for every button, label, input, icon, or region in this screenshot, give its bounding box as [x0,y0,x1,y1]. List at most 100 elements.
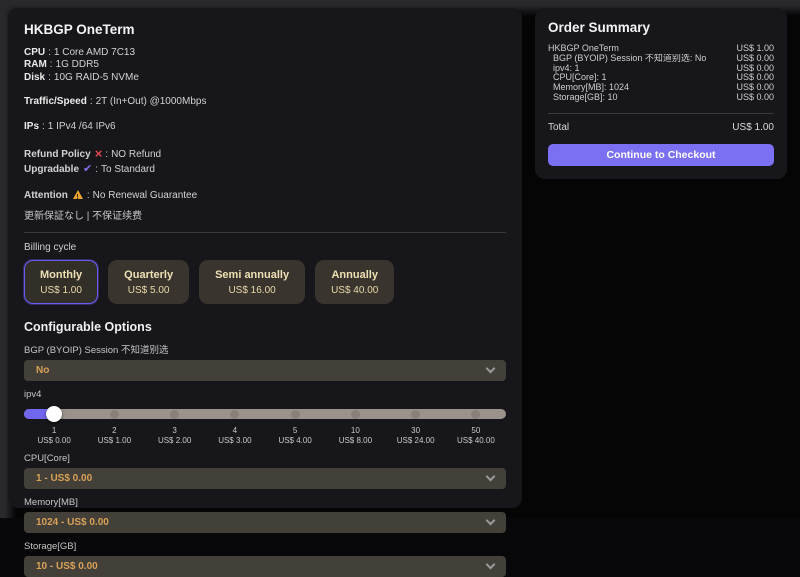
total-price: US$ 1.00 [732,121,774,133]
summary-item-label: ipv4: 1 [553,63,580,73]
slider-stop-price: US$ 4.00 [278,436,312,446]
cpu-core-select[interactable]: 1 - US$ 0.00 [24,468,506,490]
billing-option-price: US$ 16.00 [228,285,276,297]
slider-stop-qty: 2 [112,426,117,436]
billing-option-name: Quarterly [124,269,174,282]
ipv4-slider-labels: 1 US$ 0.00 2 US$ 1.00 3 US$ 2.00 4 US$ 3… [24,426,506,445]
billing-option[interactable]: Quarterly US$ 5.00 [108,260,190,305]
slider-stop-price: US$ 24.00 [396,436,435,446]
storage-select[interactable]: 10 - US$ 0.00 [24,556,506,577]
slider-stop-qty: 4 [232,426,238,436]
spec-lines: CPU:1 Core AMD 7C13 RAM:1G DDR5 Disk:10G… [24,47,506,133]
continue-to-checkout-button[interactable]: Continue to Checkout [548,143,774,166]
upgradable-label: Upgradable [24,164,80,176]
memory-label: Memory[MB] [24,497,78,509]
slider-stop-qty: 5 [292,426,298,436]
cpu-core-value: 1 - US$ 0.00 [36,473,93,485]
billing-option-name: Monthly [40,269,83,282]
slider-stop-qty: 1 [51,426,57,436]
slider-stop-label: 50 US$ 40.00 [446,426,506,445]
billing-option-price: US$ 5.00 [127,285,170,297]
bgp-session-value: No [36,365,50,377]
summary-item-label: HKBGP OneTerm [548,44,619,53]
billing-option-name: Semi annually [215,269,290,282]
summary-item-label: Memory[MB]: 1024 [553,83,630,93]
summary-item-label: BGP (BYOIP) Session 不知道别选: No [553,53,707,63]
storage-label: Storage[GB] [24,541,77,553]
bgp-session-label: BGP (BYOIP) Session 不知道别选 [24,345,169,357]
spec-label: RAM [24,59,47,71]
summary-items: HKBGP OneTerm US$ 1.00 BGP (BYOIP) Sessi… [548,43,774,103]
billing-cycle-label: Billing cycle [24,242,77,254]
attention-line: Attention:No Renewal Guarantee [24,189,506,205]
summary-item: ipv4: 1 US$ 0.00 [548,63,774,74]
spec-value: 1G DDR5 [55,59,99,71]
summary-item-label: CPU[Core]: 1 [553,73,607,83]
slider-stop-qty: 3 [172,426,177,436]
billing-option[interactable]: Semi annually US$ 16.00 [199,260,306,305]
ipv4-slider-track[interactable] [24,409,506,420]
spec-label: Traffic/Speed [24,96,87,108]
slider-stop-qty: 30 [411,426,421,436]
spec-line: IPs:1 IPv4 /64 IPv6 [24,120,116,132]
summary-item: Storage[GB]: 10 US$ 0.00 [548,92,774,103]
ipv4-label: ipv4 [24,389,42,401]
refund-policy-value: NO Refund [111,149,162,161]
section-divider [24,232,506,234]
chevron-down-icon [485,559,496,570]
order-summary-card: Order Summary HKBGP OneTerm US$ 1.00 BGP… [535,8,787,179]
memory-value: 1024 - US$ 0.00 [36,517,109,529]
slider-stop-label: 5 US$ 4.00 [265,426,325,445]
billing-option[interactable]: Monthly US$ 1.00 [24,260,99,305]
slider-stop-label: 4 US$ 3.00 [205,426,265,445]
billing-option-price: US$ 1.00 [40,285,82,297]
slider-stop-price: US$ 8.00 [338,436,373,446]
spec-value: 1 IPv4 /64 IPv6 [47,120,116,132]
summary-item-price: US$ 1.00 [736,43,774,53]
summary-item: BGP (BYOIP) Session 不知道别选: No US$ 0.00 [548,52,774,64]
chevron-down-icon [485,363,496,374]
refund-x-icon: × [94,146,103,162]
memory-select[interactable]: 1024 - US$ 0.00 [24,512,506,534]
upgradable-value: To Standard [101,164,155,176]
spec-line: RAM:1G DDR5 [24,59,99,71]
bgp-session-select[interactable]: No [24,360,506,382]
slider-stop-price: US$ 3.00 [218,436,252,446]
slider-stop-price: US$ 2.00 [157,436,192,446]
slider-stop-qty: 10 [350,426,360,436]
slider-stop-label: 30 US$ 24.00 [386,426,446,445]
summary-divider [548,112,774,114]
spec-label: Disk [24,71,46,83]
refund-policy-line: Refund Policy ×: NO Refund [24,146,162,162]
attention-block: Attention:No Renewal Guarantee 更新保証なし | … [24,189,506,222]
spec-line: CPU:1 Core AMD 7C13 [24,47,136,58]
product-title: HKBGP OneTerm [24,22,135,37]
summary-item: HKBGP OneTerm US$ 1.00 [548,43,774,54]
slider-stop-label: 2 US$ 1.00 [84,426,144,445]
summary-item: Memory[MB]: 1024 US$ 0.00 [548,82,774,93]
upgradable-line: Upgradable ✔: To Standard [24,163,155,176]
summary-item: CPU[Core]: 1 US$ 0.00 [548,73,774,83]
attention-note-cjk: 更新保証なし | 不保证续费 [24,211,143,223]
slider-stop-price: US$ 40.00 [456,436,495,446]
billing-option-price: US$ 40.00 [331,285,379,297]
slider-stop-label: 1 US$ 0.00 [24,426,84,445]
configurable-options-title: Configurable Options [24,320,152,335]
slider-stop-price: US$ 1.00 [97,436,132,446]
summary-item-price: US$ 0.00 [736,52,774,63]
order-summary-title: Order Summary [548,20,651,35]
spec-line: Disk:10G RAID-5 NVMe [24,71,139,83]
spec-value: 2T (In+Out) @1000Mbps [95,96,207,108]
billing-options-row: Monthly US$ 1.00 Quarterly US$ 5.00 Semi… [24,260,506,305]
attention-value: No Renewal Guarantee [92,190,198,202]
chevron-down-icon [485,515,496,526]
ipv4-slider[interactable] [24,405,506,423]
summary-item-price: US$ 0.00 [736,82,774,93]
spec-label: IPs [24,120,40,132]
chevron-down-icon [485,471,496,482]
ipv4-slider-thumb[interactable] [46,406,63,423]
spec-value: 1 Core AMD 7C13 [53,47,136,58]
summary-item-label: Storage[GB]: 10 [553,92,618,102]
page-background: HKBGP OneTerm CPU:1 Core AMD 7C13 RAM:1G… [0,0,800,518]
billing-option[interactable]: Annually US$ 40.00 [315,260,395,305]
